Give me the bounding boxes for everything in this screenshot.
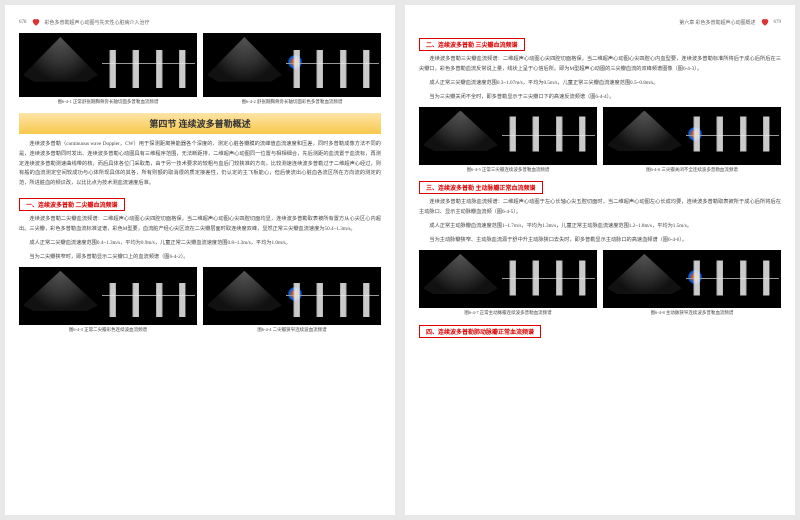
fig-row-bot-right: 图6-4-7 正常主动脉瓣连续波多普勒血流频谱 图6-4-8 主动脉狭窄连续波多… [419,250,781,316]
ultrasound-image [19,267,197,325]
header-title-right: 第六章 彩色多普勒超声心动图概述 [679,19,755,26]
fig-row-bot-left: 图6-4-3 正常二尖瓣彩色连续波血流频谱 图6-4-4 二尖瓣狭窄连续波血流频… [19,267,381,333]
left-header: 678 彩色多普勒超声心动图与先天性心脏病介入治疗 [19,17,381,27]
subheading-1: 一、连续波多普勒 二尖瓣血流频谱 [19,198,125,211]
page-num-left: 678 [19,20,27,25]
ultrasound-image [203,33,381,97]
ultrasound-image [419,250,597,308]
section-title: 第四节 连续波多普勒概述 [19,113,381,134]
left-page: 678 彩色多普勒超声心动图与先天性心脏病介入治疗 图6-4-1 正常舒张期胸骨… [5,5,395,515]
subheading-4: 四、连续波多普勒肺动脉瓣正常血流频谱 [419,325,541,338]
figure: 图6-4-4 二尖瓣狭窄连续波血流频谱 [203,267,381,333]
fig-caption: 图6-4-5 正常三尖瓣连续波多普勒血流频谱 [419,167,597,173]
fig-caption: 图6-4-6 三尖瓣关闭不全连续波多普勒血流频谱 [603,167,781,173]
page-num-right: 679 [774,20,782,25]
fig-caption: 图6-4-4 二尖瓣狭窄连续波血流频谱 [203,327,381,333]
right-header: 第六章 彩色多普勒超声心动图概述 679 [419,17,781,27]
figure: 图6-4-7 正常主动脉瓣连续波多普勒血流频谱 [419,250,597,316]
paragraph: 连续波多普勒三尖瓣血流频谱：二维超声心动图心尖四腔切面格保，当二维超声心动图心尖… [419,55,781,75]
heart-icon [760,17,770,27]
figure: 图6-4-1 正常舒张期胸骨旁长轴切面多普勒血流频谱 [19,33,197,105]
fig-caption: 图6-4-1 正常舒张期胸骨旁长轴切面多普勒血流频谱 [19,99,197,105]
paragraph: 连续波多普勒主动脉血流频谱：二维超声心动图于左心长轴心尖五腔切面时，当二维超声心… [419,198,781,218]
paragraph: 成人正常主动脉瓣血流速度范围1~1.7m/s，平均为1.3m/s，儿童正常主动脉… [419,222,781,232]
fig-caption: 图6-4-7 正常主动脉瓣连续波多普勒血流频谱 [419,310,597,316]
ultrasound-image [19,33,197,97]
fig-caption: 图6-4-8 主动脉狭窄连续波多普勒血流频谱 [603,310,781,316]
subheading-3: 三、连续波多普勒 主动脉瓣正常血流频谱 [419,181,543,194]
figure: 图6-4-3 正常二尖瓣彩色连续波血流频谱 [19,267,197,333]
fig-caption: 图6-4-3 正常二尖瓣彩色连续波血流频谱 [19,327,197,333]
ultrasound-image [419,107,597,165]
figure: 图6-4-2 舒张期胸骨旁长轴切面彩色多普勒血流频谱 [203,33,381,105]
right-page: 第六章 彩色多普勒超声心动图概述 679 二、连续波多普勒 三尖瓣血流频谱 连续… [405,5,795,515]
heart-icon [31,17,41,27]
figure: 图6-4-6 三尖瓣关闭不全连续波多普勒血流频谱 [603,107,781,173]
figure: 图6-4-5 正常三尖瓣连续波多普勒血流频谱 [419,107,597,173]
fig-row-mid-right: 图6-4-5 正常三尖瓣连续波多普勒血流频谱 图6-4-6 三尖瓣关闭不全连续波… [419,107,781,173]
subheading-2: 二、连续波多普勒 三尖瓣血流频谱 [419,38,525,51]
ultrasound-image [203,267,381,325]
fig-caption: 图6-4-2 舒张期胸骨旁长轴切面彩色多普勒血流频谱 [203,99,381,105]
header-title-left: 彩色多普勒超声心动图与先天性心脏病介入治疗 [45,19,150,26]
ultrasound-image [603,250,781,308]
paragraph: 当为三尖瓣关闭不全时，即多普勒显示于三尖瓣口下的高速反流频谱（图6-4-4）。 [419,93,781,103]
paragraph: 连续波多普勒（continuous wave Doppler，CW）用于探测距离… [19,140,381,189]
paragraph: 连续波多普勒二尖瓣血流频谱：二维超声心动图心尖四腔切面格保，当二维超声心动图心尖… [19,215,381,235]
paragraph: 成人正常二尖瓣血流速度范围0.4~1.3m/s，平均为0.9m/s，儿童正常二尖… [19,239,381,249]
paragraph: 当为主动脉瓣狭窄、主动脉血流源于舒中升主动脉狭口去失时，即多普勒显示主动脉口的高… [419,236,781,246]
fig-row-top-left: 图6-4-1 正常舒张期胸骨旁长轴切面多普勒血流频谱 图6-4-2 舒张期胸骨旁… [19,33,381,105]
ultrasound-image [603,107,781,165]
figure: 图6-4-8 主动脉狭窄连续波多普勒血流频谱 [603,250,781,316]
paragraph: 当为二尖瓣狭窄时，即多普勒显示二尖瓣口上的血流频谱（图6-4-2）。 [19,253,381,263]
paragraph: 成人正常三尖瓣血流速度范围0.3~1.07m/s，平均为0.5m/s，儿童正常三… [419,79,781,89]
